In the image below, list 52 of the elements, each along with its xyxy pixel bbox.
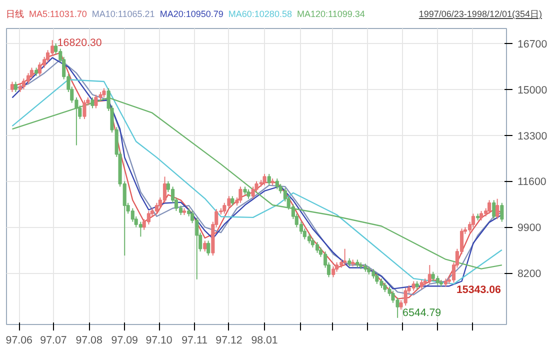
candlestick [10, 81, 14, 93]
candlestick [492, 200, 496, 220]
y-tick-label: 13300 [518, 130, 548, 142]
x-tick-label: 97.10 [146, 334, 172, 346]
candlestick [436, 275, 440, 286]
candlestick [479, 210, 484, 221]
text: MA60:10280.58 [228, 9, 292, 19]
x-tick-label: 97.08 [76, 334, 102, 346]
annotation: 6544.79 [402, 306, 442, 319]
x-tick-label: 97.07 [40, 334, 67, 346]
text: 日线 [6, 9, 24, 19]
candlestick [206, 240, 210, 256]
x-tick-label: 97.12 [216, 334, 242, 346]
x-tick-label: 97.06 [6, 334, 33, 346]
x-tick-label: 98.01 [251, 334, 278, 346]
candlestick [343, 248, 347, 266]
candlestick [275, 178, 279, 190]
text: MA120:11099.34 [296, 9, 365, 19]
candlestick [496, 198, 500, 220]
y-tick-label: 11600 [518, 176, 546, 188]
candlestick [246, 188, 250, 200]
annotation: 15343.06 [456, 284, 502, 296]
y-tick-label: 9900 [518, 222, 542, 234]
text: MA5:11031.70 [29, 9, 87, 19]
y-tick-label: 8200 [518, 268, 542, 280]
x-tick-label: 97.09 [111, 334, 138, 346]
candlestick [146, 210, 150, 225]
text: MA10:11065.21 [92, 9, 155, 19]
candlestick [307, 233, 312, 244]
candlestick [102, 88, 106, 98]
candlestick [420, 279, 424, 290]
candlestick [38, 62, 42, 76]
text: MA20:10950.79 [160, 9, 224, 19]
y-tick-label: 15000 [518, 84, 548, 96]
candlestick [500, 202, 504, 222]
y-tick-label: 16700 [518, 38, 548, 50]
candlestick [162, 176, 167, 204]
candlestick [82, 100, 86, 120]
candlestick [428, 264, 432, 284]
candlestick [138, 221, 142, 238]
candlestick [315, 242, 320, 254]
candlestick [230, 196, 234, 206]
candlestick [203, 240, 207, 252]
candlestick [488, 200, 492, 214]
annotation: 16820.30 [57, 37, 102, 50]
candlestick [238, 186, 242, 204]
candlestick [262, 173, 266, 186]
text: 1997/06/23-1998/12/01(354日) [418, 8, 542, 21]
x-tick-label: 97.11 [182, 334, 208, 346]
candlestick [332, 266, 336, 278]
candlestick [267, 173, 271, 186]
candlestick [14, 81, 18, 93]
